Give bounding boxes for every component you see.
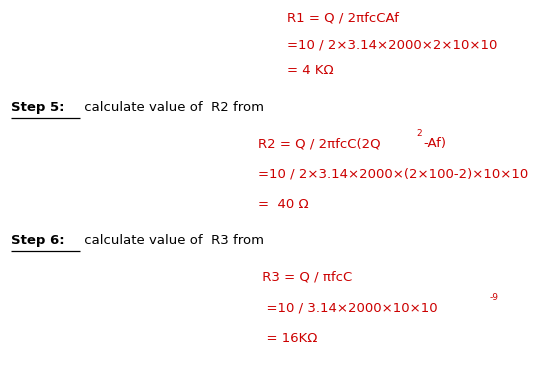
Text: Step 6:: Step 6: xyxy=(11,234,64,247)
Text: R3 = Q / πfcC: R3 = Q / πfcC xyxy=(258,270,352,283)
Text: =10 / 3.14×2000×10×10: =10 / 3.14×2000×10×10 xyxy=(258,301,437,314)
Text: R1 = Q / 2πfcCAf: R1 = Q / 2πfcCAf xyxy=(287,11,399,24)
Text: R2 = Q / 2πfcC(2Q: R2 = Q / 2πfcC(2Q xyxy=(258,137,380,151)
Text: =10 / 2×3.14×2000×2×10×10: =10 / 2×3.14×2000×2×10×10 xyxy=(287,38,498,52)
Text: =10 / 2×3.14×2000×(2×100-2)×10×10: =10 / 2×3.14×2000×(2×100-2)×10×10 xyxy=(258,168,528,181)
Text: = 4 KΩ: = 4 KΩ xyxy=(287,64,334,78)
Text: -Af): -Af) xyxy=(423,137,446,151)
Text: -9: -9 xyxy=(490,293,498,301)
Text: calculate value of  R3 from: calculate value of R3 from xyxy=(80,234,264,247)
Text: calculate value of  R2 from: calculate value of R2 from xyxy=(80,100,264,114)
Text: Step 5:: Step 5: xyxy=(11,100,64,114)
Text: = 16KΩ: = 16KΩ xyxy=(258,332,317,345)
Text: 2: 2 xyxy=(416,129,422,138)
Text: =  40 Ω: = 40 Ω xyxy=(258,198,308,211)
